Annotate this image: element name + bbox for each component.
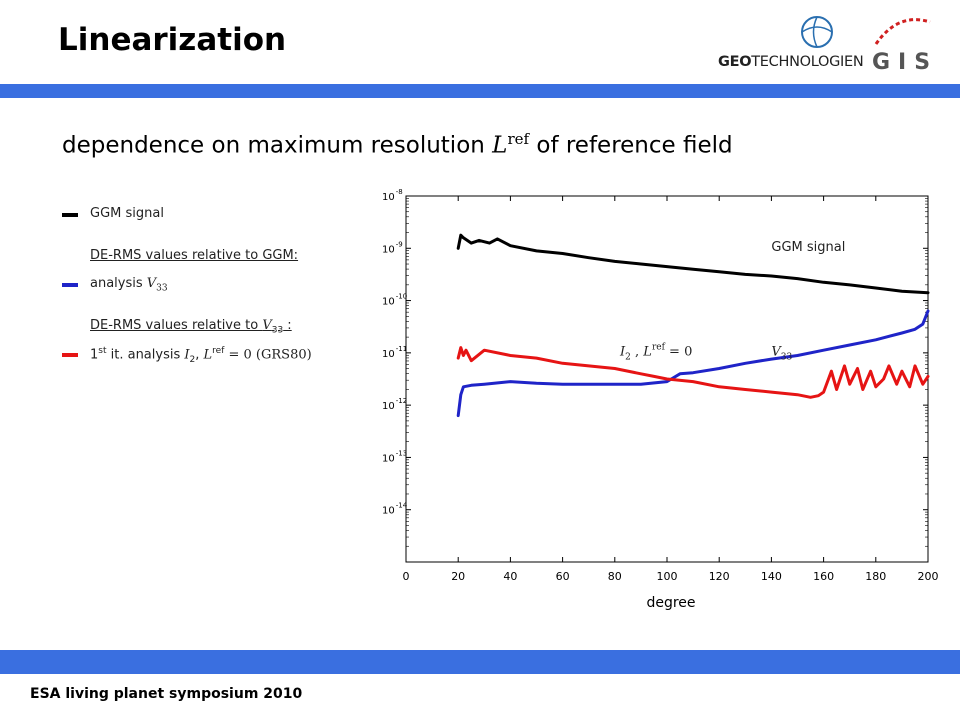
gis-arc-icon [874, 18, 931, 45]
x-tick-label: 200 [918, 570, 939, 583]
x-tick-label: 160 [813, 570, 834, 583]
annotation-symbol-2: L [642, 344, 652, 359]
series-annotation-0: GGM signal [771, 240, 845, 255]
geotechnologien-logo: GEOTECHNOLOGIEN [718, 14, 864, 76]
y-tick-label: 10-13 [382, 449, 407, 464]
y-tick-exponent: -8 [396, 188, 403, 196]
y-tick-label: 10-14 [382, 502, 408, 517]
y-tick-label: 10-9 [382, 240, 403, 255]
annotation-sep: , [631, 344, 643, 359]
x-tick-label: 0 [403, 570, 410, 583]
legend-swatch-black [62, 213, 78, 217]
series-annotation-1: V33 [771, 344, 792, 362]
legend-swatch-red [62, 353, 78, 357]
annotation-symbol: I [619, 344, 626, 359]
series-line-2 [456, 346, 930, 399]
annotation-value: = 0 [665, 344, 692, 359]
y-tick-exponent: -13 [396, 449, 407, 457]
legend-swatch-blue [62, 283, 78, 287]
y-tick-label: 10-11 [382, 345, 407, 360]
x-tick-label: 40 [503, 570, 517, 583]
legend-header-v33: DE-RMS values relative to V33 : [90, 318, 292, 336]
footer-text: ESA living planet symposium 2010 [30, 686, 303, 702]
y-tick-exponent: -14 [396, 502, 408, 510]
x-tick-label: 180 [865, 570, 886, 583]
header-bar [0, 84, 960, 98]
y-tick-exponent: -9 [396, 240, 403, 248]
x-tick-label: 120 [709, 570, 730, 583]
y-tick-exponent: -10 [396, 293, 407, 301]
x-tick-label: 100 [657, 570, 678, 583]
slide-subtitle: dependence on maximum resolution Lref of… [62, 130, 733, 159]
x-axis-label: degree [646, 595, 695, 611]
y-tick-exponent: -11 [396, 345, 407, 353]
legend-header-ggm: DE-RMS values relative to GGM: [90, 248, 299, 263]
series-line-1 [456, 309, 930, 418]
slide-title: Linearization [58, 22, 287, 58]
annotation-symbol: V [771, 344, 782, 359]
annotation-subscript: 33 [781, 352, 793, 362]
globe-icon [801, 16, 833, 48]
series-line-0 [456, 233, 930, 295]
x-tick-label: 60 [556, 570, 570, 583]
gis-logo: GIS [868, 14, 938, 76]
annotation-superscript: ref [652, 342, 666, 352]
x-tick-label: 140 [761, 570, 782, 583]
x-tick-label: 20 [451, 570, 465, 583]
y-tick-label: 10-12 [382, 397, 407, 412]
gis-wordmark: GIS [872, 50, 939, 75]
x-tick-label: 80 [608, 570, 622, 583]
footer-bar [0, 650, 960, 674]
series-annotation-2: I2 , Lref = 0 [619, 342, 692, 362]
annotation-subscript: 2 [625, 352, 631, 362]
y-tick-label: 10-10 [382, 293, 407, 308]
y-tick-label: 10-8 [382, 188, 403, 203]
y-tick-exponent: -12 [396, 397, 407, 405]
geotechnologien-wordmark: GEOTECHNOLOGIEN [718, 54, 864, 70]
